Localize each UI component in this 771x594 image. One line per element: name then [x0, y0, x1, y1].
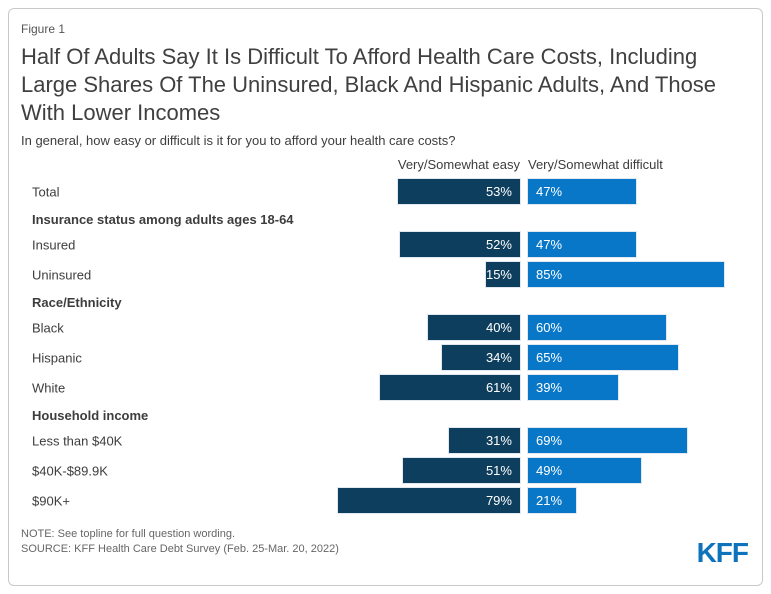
- section-header-label: Race/Ethnicity: [32, 295, 122, 310]
- chart-row: Black 40% 60%: [21, 315, 750, 340]
- category-label: Uninsured: [32, 267, 92, 282]
- bar-value-difficult: 47%: [536, 184, 563, 199]
- bar-value-easy: 40%: [485, 320, 512, 335]
- chart-row: White 61% 39%: [21, 375, 750, 400]
- chart-row: Hispanic 34% 65%: [21, 345, 750, 370]
- page-title: Half Of Adults Say It Is Difficult To Af…: [21, 44, 717, 125]
- figure-subtitle: In general, how easy or difficult is it …: [21, 133, 456, 148]
- category-label: Less than $40K: [32, 433, 123, 448]
- bar-value-difficult: 39%: [536, 380, 563, 395]
- bar-easy: 15%: [485, 262, 520, 287]
- bar-difficult: 39%: [528, 375, 618, 400]
- bar-easy: 79%: [338, 488, 520, 513]
- section-header-label: Household income: [32, 408, 149, 423]
- note-text: NOTE: See topline for full question word…: [21, 528, 236, 540]
- bar-value-easy: 53%: [485, 184, 512, 199]
- bar-value-difficult: 69%: [536, 433, 563, 448]
- chart-row: $90K+ 79% 21%: [21, 488, 750, 513]
- category-label: Total: [32, 184, 60, 199]
- figure-label: Figure 1: [21, 22, 66, 36]
- category-label: Insured: [32, 237, 76, 252]
- category-label: $40K-$89.9K: [32, 463, 108, 478]
- bar-difficult: 85%: [528, 262, 724, 287]
- diverging-bar-chart: Very/Somewhat easy Very/Somewhat difficu…: [21, 157, 750, 513]
- category-label: $90K+: [32, 493, 70, 508]
- bar-difficult: 21%: [528, 488, 577, 513]
- kff-logo: KFF: [696, 537, 749, 568]
- bar-value-difficult: 60%: [536, 320, 563, 335]
- bar-easy: 40%: [428, 315, 520, 340]
- bar-difficult: 65%: [528, 345, 678, 370]
- bar-easy: 61%: [379, 375, 520, 400]
- section-header: Insurance status among adults ages 18-64: [21, 210, 750, 230]
- source-text: SOURCE: KFF Health Care Debt Survey (Feb…: [21, 543, 339, 555]
- chart-row: Less than $40K 31% 69%: [21, 428, 750, 453]
- section-header-label: Insurance status among adults ages 18-64: [32, 212, 294, 227]
- bar-easy: 52%: [400, 232, 520, 257]
- bar-difficult: 47%: [528, 232, 637, 257]
- figure-card: Figure 1 Half Of Adults Say It Is Diffic…: [8, 8, 763, 586]
- chart-legend: Very/Somewhat easy Very/Somewhat difficu…: [21, 157, 750, 175]
- bar-difficult: 49%: [528, 458, 641, 483]
- legend-label-easy: Very/Somewhat easy: [397, 157, 520, 172]
- bar-value-easy: 31%: [485, 433, 512, 448]
- bar-value-easy: 52%: [485, 237, 512, 252]
- section-header: Household income: [21, 406, 750, 426]
- chart-row: $40K-$89.9K 51% 49%: [21, 458, 750, 483]
- category-label: Hispanic: [32, 350, 82, 365]
- bar-value-difficult: 85%: [536, 267, 563, 282]
- bar-value-difficult: 65%: [536, 350, 563, 365]
- bar-difficult: 60%: [528, 315, 666, 340]
- bar-easy: 51%: [402, 458, 520, 483]
- bar-value-difficult: 21%: [536, 493, 563, 508]
- bar-difficult: 47%: [528, 179, 637, 204]
- section-header: Race/Ethnicity: [21, 293, 750, 313]
- bar-value-difficult: 47%: [536, 237, 563, 252]
- category-label: White: [32, 380, 66, 395]
- bar-value-difficult: 49%: [536, 463, 563, 478]
- footer-notes: NOTE: See topline for full question word…: [21, 527, 750, 557]
- bar-value-easy: 61%: [485, 380, 512, 395]
- chart-row: Total 53% 47%: [21, 179, 750, 204]
- legend-label-difficult: Very/Somewhat difficult: [528, 157, 663, 172]
- bar-easy: 34%: [441, 345, 520, 370]
- bar-easy: 53%: [398, 179, 520, 204]
- bar-value-easy: 79%: [485, 493, 512, 508]
- bar-value-easy: 51%: [485, 463, 512, 478]
- bar-value-easy: 34%: [485, 350, 512, 365]
- bar-easy: 31%: [448, 428, 520, 453]
- chart-row: Uninsured 15% 85%: [21, 262, 750, 287]
- chart-row: Insured 52% 47%: [21, 232, 750, 257]
- category-label: Black: [32, 320, 64, 335]
- bar-value-easy: 15%: [485, 267, 512, 282]
- bar-difficult: 69%: [528, 428, 687, 453]
- chart-rows: Total 53% 47% Insurance status among adults…: [21, 179, 750, 513]
